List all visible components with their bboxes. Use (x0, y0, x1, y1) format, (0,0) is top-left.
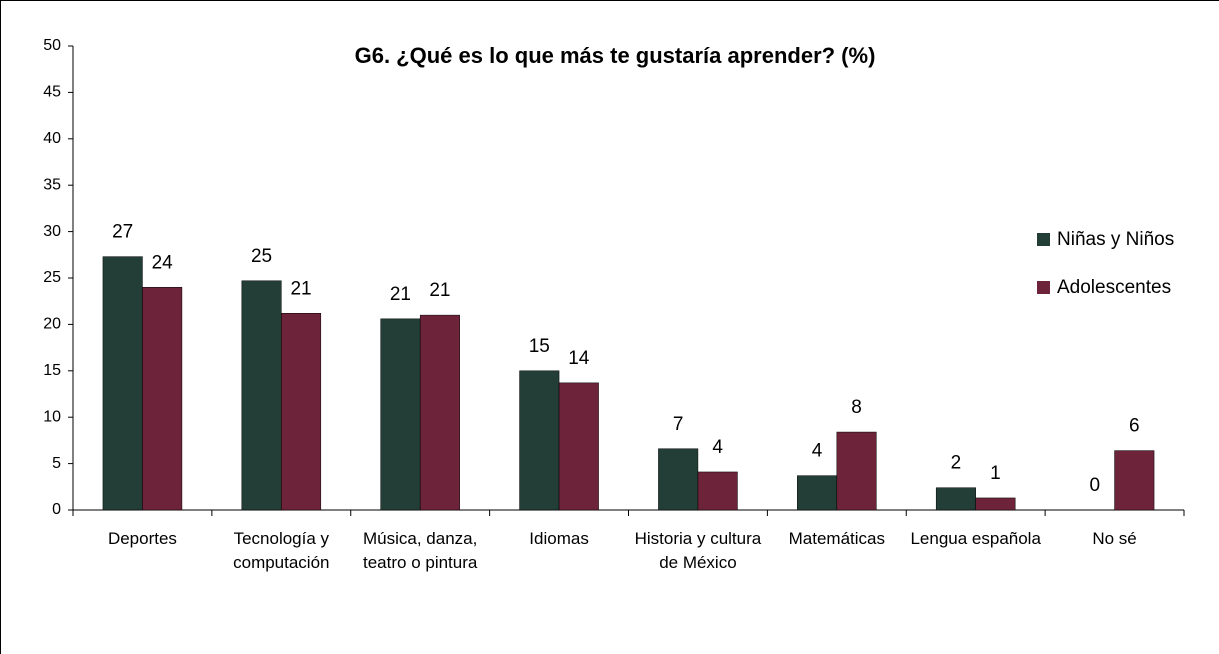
data-label: 15 (529, 336, 550, 357)
x-tick-label: Tecnología y computación (233, 529, 330, 572)
bar (558, 382, 599, 511)
data-label: 4 (812, 441, 823, 462)
y-tick-label: 0 (52, 501, 61, 518)
bar (935, 487, 976, 511)
legend-swatch (1037, 233, 1050, 246)
y-tick-label: 20 (43, 316, 61, 333)
data-label: 21 (429, 280, 450, 301)
bar (658, 448, 699, 511)
y-tick-label: 15 (43, 362, 61, 379)
legend-label: Adolescentes (1057, 277, 1171, 298)
x-tick-label: Matemáticas (788, 529, 885, 548)
data-label: 27 (112, 222, 133, 243)
y-tick-label: 25 (43, 269, 61, 286)
data-label: 4 (712, 437, 723, 458)
bar (519, 370, 560, 511)
bar (102, 256, 143, 511)
data-label: 2 (951, 453, 962, 474)
data-label: 7 (673, 414, 684, 435)
bar (836, 431, 877, 511)
x-tick-label: Idiomas (529, 529, 589, 548)
x-tick-label: Historia y cultura de México (634, 529, 762, 572)
x-tick-label: Lengua española (910, 529, 1041, 548)
y-tick-label: 5 (52, 455, 61, 472)
bar (797, 475, 838, 511)
legend-swatch (1037, 281, 1050, 294)
chart-title: G6. ¿Qué es lo que más te gustaría apren… (355, 43, 876, 68)
data-label: 21 (390, 284, 411, 305)
bar (975, 497, 1016, 511)
y-tick-label: 10 (43, 408, 61, 425)
y-tick-label: 30 (43, 223, 61, 240)
bar (697, 471, 738, 511)
y-tick-label: 35 (43, 176, 61, 193)
y-tick-label: 50 (43, 37, 61, 54)
x-tick-label: No sé (1092, 529, 1137, 548)
data-label: 14 (568, 348, 590, 369)
legend-label: Niñas y Niños (1057, 229, 1174, 250)
data-label: 8 (851, 397, 862, 418)
bar (281, 313, 322, 511)
data-label: 25 (251, 246, 272, 267)
bar (380, 318, 421, 511)
x-tick-label: Deportes (107, 529, 177, 548)
data-label: 6 (1129, 416, 1140, 437)
bar (419, 314, 460, 511)
data-label: 24 (152, 252, 174, 273)
bar (1114, 450, 1155, 511)
data-label: 1 (990, 463, 1001, 484)
bar (142, 287, 183, 511)
x-tick-label: Música, danza, teatro o pintura (363, 529, 478, 572)
y-tick-label: 45 (43, 84, 61, 101)
bar (241, 280, 282, 511)
data-label: 0 (1090, 475, 1101, 496)
y-tick-label: 40 (43, 130, 61, 147)
data-label: 21 (290, 278, 311, 299)
